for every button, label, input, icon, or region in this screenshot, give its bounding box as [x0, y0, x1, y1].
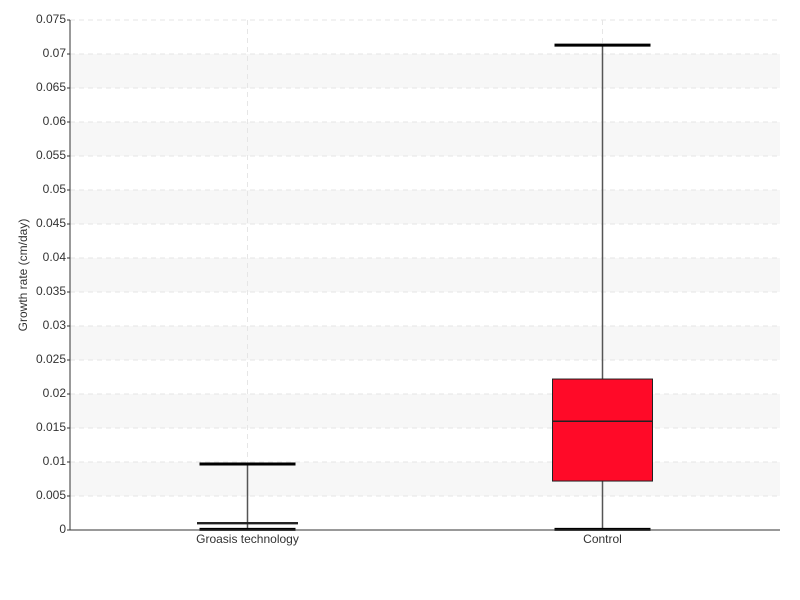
y-tick-label: 0.005	[36, 488, 66, 502]
y-tick-label: 0.04	[43, 250, 67, 264]
y-tick-label: 0.01	[43, 454, 67, 468]
grid-band	[70, 190, 780, 224]
grid-band	[70, 462, 780, 496]
x-tick-label: Control	[583, 532, 622, 546]
box	[552, 378, 653, 482]
y-tick-label: 0.025	[36, 352, 66, 366]
grid-band	[70, 258, 780, 292]
y-tick-label: 0.05	[43, 182, 67, 196]
grid-band	[70, 326, 780, 360]
grid-band	[70, 54, 780, 88]
y-tick-label: 0.065	[36, 80, 66, 94]
y-tick-label: 0.035	[36, 284, 66, 298]
y-tick-label: 0.06	[43, 114, 67, 128]
y-tick-label: 0.055	[36, 148, 66, 162]
y-tick-label: 0.045	[36, 216, 66, 230]
y-tick-label: 0.02	[43, 386, 67, 400]
y-tick-label: 0.075	[36, 12, 66, 26]
grid-band	[70, 122, 780, 156]
x-tick-label: Groasis technology	[196, 532, 299, 546]
grid-band	[70, 394, 780, 428]
y-tick-label: 0.07	[43, 46, 67, 60]
y-tick-label: 0.015	[36, 420, 66, 434]
y-axis-label: Growth rate (cm/day)	[16, 219, 30, 332]
y-tick-label: 0.03	[43, 318, 67, 332]
y-tick-label: 0	[59, 522, 66, 536]
